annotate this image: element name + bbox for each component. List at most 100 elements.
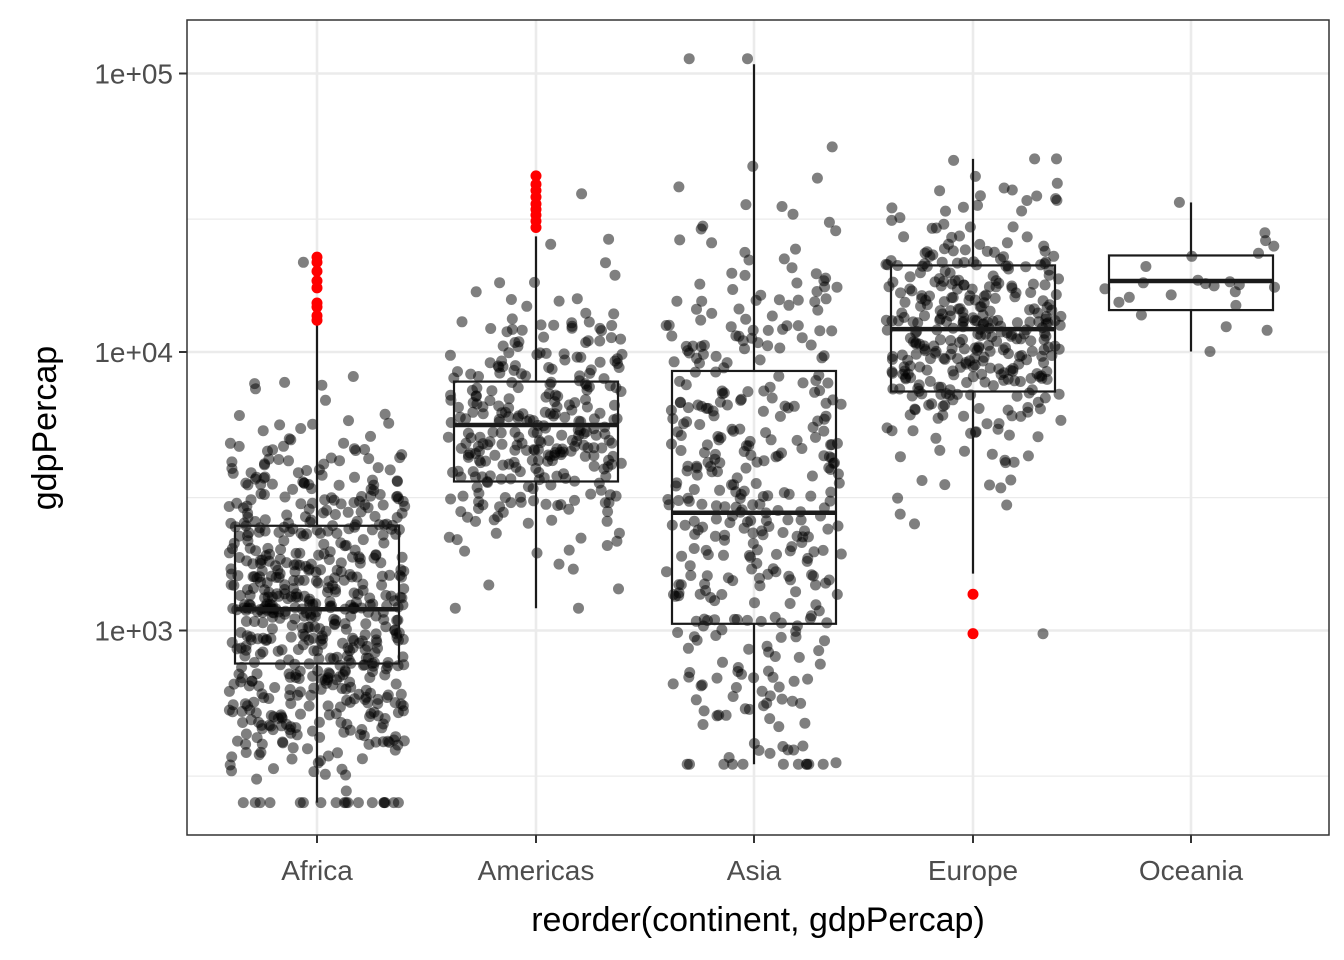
data-point (585, 364, 597, 376)
data-point (381, 692, 393, 703)
data-point (709, 530, 721, 542)
data-point (1006, 280, 1018, 292)
data-point (709, 448, 721, 460)
data-point (330, 797, 342, 809)
data-point (344, 724, 356, 736)
y-tick-label: 1e+04 (94, 337, 173, 368)
data-point (783, 299, 795, 311)
data-point (717, 656, 728, 668)
data-point (924, 375, 936, 387)
data-point (673, 181, 685, 193)
data-point (571, 293, 583, 305)
data-point (528, 495, 540, 507)
data-point (743, 550, 755, 561)
data-point (967, 361, 979, 373)
data-point (351, 571, 363, 583)
data-point (720, 709, 732, 721)
data-point (609, 269, 621, 281)
data-point (305, 689, 317, 701)
data-point (770, 451, 782, 463)
box (670, 369, 838, 625)
data-point (366, 797, 378, 809)
data-point (575, 532, 587, 544)
data-point (473, 496, 485, 508)
data-point (1026, 384, 1038, 396)
data-point (460, 437, 472, 449)
data-point (793, 651, 805, 663)
data-point (1011, 317, 1023, 329)
data-point (226, 765, 237, 777)
data-point (477, 408, 489, 420)
data-point (1038, 334, 1050, 346)
data-point (680, 379, 692, 391)
data-point (588, 450, 600, 462)
data-point (320, 394, 331, 406)
data-point (362, 652, 374, 664)
data-point (287, 742, 299, 754)
data-point (819, 635, 830, 647)
data-point (503, 393, 515, 405)
data-point (881, 422, 893, 434)
data-point (683, 53, 695, 65)
data-point (676, 550, 688, 562)
data-point (1009, 291, 1021, 303)
data-point (1051, 177, 1063, 189)
data-point (887, 351, 899, 362)
data-point (777, 758, 789, 770)
data-point (938, 218, 950, 230)
data-point (776, 693, 788, 705)
data-point (926, 398, 938, 410)
data-point (762, 324, 774, 336)
data-point (497, 506, 509, 518)
data-point (709, 614, 721, 626)
data-point (340, 785, 352, 797)
data-point (796, 443, 808, 454)
data-point (690, 694, 702, 706)
data-point (1055, 310, 1067, 322)
data-point (671, 295, 683, 307)
data-point (1269, 281, 1280, 293)
data-point (263, 453, 275, 465)
data-point (773, 370, 785, 382)
data-point (782, 514, 794, 526)
data-point (321, 504, 333, 516)
data-point (459, 545, 471, 557)
data-point (540, 498, 552, 510)
data-point (1007, 363, 1019, 374)
data-point (375, 557, 387, 569)
data-point (809, 386, 821, 398)
data-point (331, 674, 342, 686)
outlier-point (530, 178, 542, 190)
data-point (682, 492, 694, 504)
data-point (302, 743, 313, 755)
data-point (721, 399, 733, 411)
data-point (310, 575, 322, 587)
data-point (258, 489, 270, 500)
data-point (974, 190, 986, 202)
data-point (233, 440, 245, 452)
data-point (257, 646, 269, 658)
data-point (1220, 321, 1232, 333)
data-point (824, 495, 836, 507)
data-point (226, 751, 238, 763)
data-point (898, 311, 910, 323)
data-point (986, 331, 998, 343)
data-point (679, 519, 691, 531)
x-axis-title: reorder(continent, gdpPercap) (531, 901, 985, 939)
data-point (345, 681, 357, 693)
data-point (390, 731, 402, 743)
data-point (711, 672, 723, 684)
data-point (600, 470, 612, 482)
data-point (769, 611, 781, 623)
data-point (558, 348, 570, 360)
data-point (754, 580, 766, 592)
data-point (567, 563, 579, 575)
data-point (228, 678, 240, 690)
outlier-points (311, 170, 979, 640)
data-point (333, 479, 345, 491)
data-point (545, 238, 557, 250)
data-point (805, 610, 817, 622)
data-point (392, 614, 404, 626)
data-point (224, 437, 236, 449)
data-point (986, 448, 998, 460)
